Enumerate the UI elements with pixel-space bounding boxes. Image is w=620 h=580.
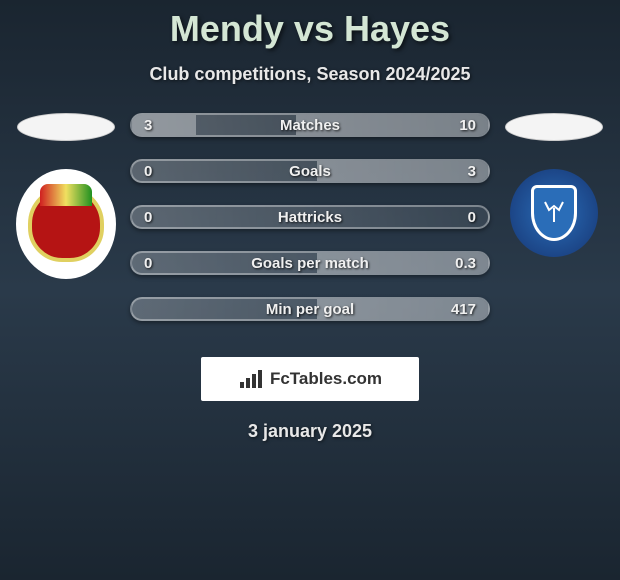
- page-title: Mendy vs Hayes: [0, 0, 620, 50]
- stat-bar-goals-per-match: 0 Goals per match 0.3: [130, 251, 490, 275]
- stat-label: Hattricks: [132, 209, 488, 226]
- stat-label: Goals per match: [132, 255, 488, 272]
- right-player-col: [494, 113, 614, 343]
- stat-bar-goals: 0 Goals 3: [130, 159, 490, 183]
- brand-text: FcTables.com: [270, 369, 382, 389]
- stat-label: Matches: [132, 117, 488, 134]
- chart-icon: [238, 368, 264, 390]
- stat-label: Goals: [132, 163, 488, 180]
- stat-bar-min-per-goal: Min per goal 417: [130, 297, 490, 321]
- left-player-col: [6, 113, 126, 343]
- right-flag-icon: [505, 113, 603, 141]
- brand-logo[interactable]: FcTables.com: [201, 357, 419, 401]
- stat-right-value: 0: [468, 209, 476, 226]
- stat-bar-matches: 3 Matches 10: [130, 113, 490, 137]
- stat-right-value: 0.3: [455, 255, 476, 272]
- left-club-crest: [16, 169, 116, 279]
- comparison-row: 3 Matches 10 0 Goals 3 0 Hattricks 0 0 G…: [0, 113, 620, 343]
- left-flag-icon: [17, 113, 115, 141]
- stat-label: Min per goal: [132, 301, 488, 318]
- date-text: 3 january 2025: [0, 421, 620, 442]
- right-club-crest: [510, 169, 598, 257]
- stat-right-value: 3: [468, 163, 476, 180]
- stats-bars: 3 Matches 10 0 Goals 3 0 Hattricks 0 0 G…: [126, 113, 494, 343]
- stat-right-value: 417: [451, 301, 476, 318]
- deer-icon: [539, 200, 569, 226]
- stat-bar-hattricks: 0 Hattricks 0: [130, 205, 490, 229]
- page-subtitle: Club competitions, Season 2024/2025: [0, 64, 620, 85]
- stat-right-value: 10: [459, 117, 476, 134]
